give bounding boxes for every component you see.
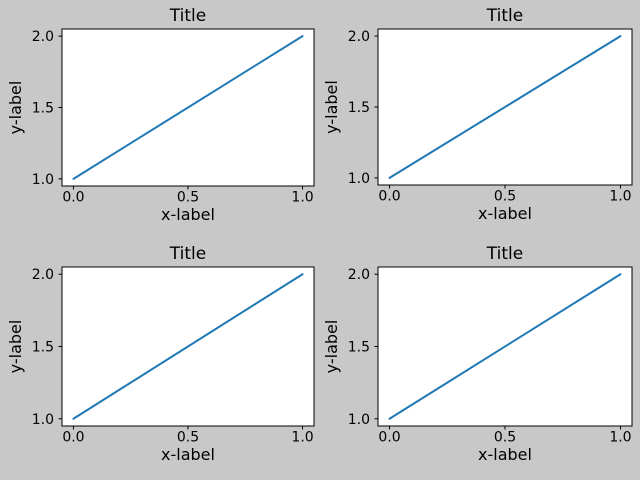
x-tick-label: 1.0 <box>291 430 313 446</box>
y-tick-label: 1.5 <box>32 101 54 117</box>
y-axis-label: y-label <box>6 320 25 374</box>
data-line <box>72 273 304 420</box>
plot-title: Title <box>486 6 523 26</box>
x-axis-label: x-label <box>161 205 215 224</box>
x-tick-label: 0.0 <box>378 430 400 446</box>
y-axis-label: y-label <box>6 81 25 135</box>
x-tick-label: 0.5 <box>177 430 199 446</box>
y-tick-label: 1.0 <box>348 412 370 428</box>
plot-title: Title <box>169 6 206 26</box>
y-tick-label: 1.5 <box>32 340 54 356</box>
y-tick-label: 1.0 <box>32 412 54 428</box>
subplot-1: 0.0 0.5 1.0 1.0 1.5 2.0 Title x-label y-label <box>322 6 633 223</box>
y-tick-label: 1.0 <box>32 172 54 188</box>
y-tick-label: 1.5 <box>348 340 370 356</box>
x-axis-label: x-label <box>478 445 532 464</box>
x-tick-label: 0.5 <box>177 190 199 206</box>
y-tick-label: 2.0 <box>348 29 370 45</box>
x-tick-label: 1.0 <box>291 190 313 206</box>
subplot-2: 0.0 0.5 1.0 1.0 1.5 2.0 Title x-label y-label <box>6 244 315 464</box>
subplot-0: 0.0 0.5 1.0 1.0 1.5 2.0 Title x-label y-label <box>6 6 315 224</box>
x-axis-label: x-label <box>478 204 532 223</box>
data-line <box>388 35 622 179</box>
x-tick-label: 0.0 <box>62 430 84 446</box>
plot-title: Title <box>486 244 523 264</box>
x-tick-label: 1.0 <box>609 189 631 205</box>
y-tick-label: 1.5 <box>348 100 370 116</box>
y-tick-label: 2.0 <box>348 267 370 283</box>
x-tick-label: 0.5 <box>494 189 516 205</box>
data-line <box>72 35 304 180</box>
x-tick-label: 0.5 <box>494 430 516 446</box>
x-tick-label: 0.0 <box>62 190 84 206</box>
y-tick-label: 2.0 <box>32 267 54 283</box>
y-tick-label: 1.0 <box>348 171 370 187</box>
y-axis-label: y-label <box>322 80 341 134</box>
x-tick-label: 1.0 <box>609 430 631 446</box>
y-tick-label: 2.0 <box>32 29 54 45</box>
x-tick-label: 0.0 <box>378 189 400 205</box>
y-axis-label: y-label <box>322 320 341 374</box>
data-line <box>388 273 622 420</box>
x-axis-label: x-label <box>161 445 215 464</box>
subplot-3: 0.0 0.5 1.0 1.0 1.5 2.0 Title x-label y-label <box>322 244 633 464</box>
plot-title: Title <box>169 244 206 264</box>
